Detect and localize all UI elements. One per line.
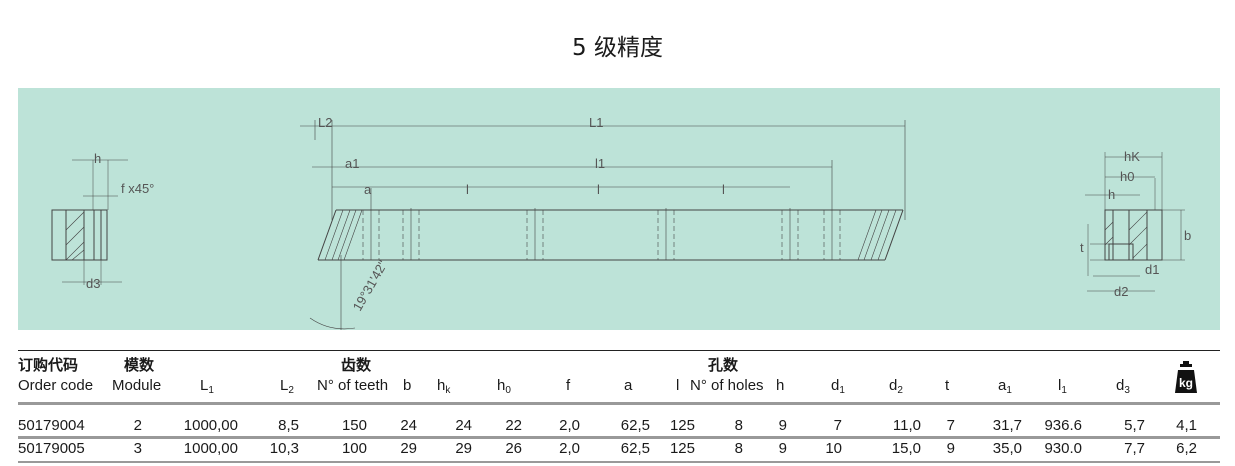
label-d1: d1 [1145, 262, 1159, 277]
label-b: b [1184, 228, 1191, 243]
table-group-header: 订购代码 模数 齿数 孔数 [0, 354, 1235, 374]
label-a1: a1 [345, 156, 359, 171]
column-header: a1 [998, 377, 1012, 396]
label-h0: h0 [1120, 169, 1134, 184]
table-cell: 11,0 [892, 417, 921, 434]
table-cell: 4,1 [1176, 417, 1197, 434]
table-cell: 50179004 [18, 417, 85, 434]
label-h: h [94, 151, 101, 166]
table-top-rule [18, 350, 1220, 351]
column-header: d3 [1116, 377, 1130, 396]
label-hK: hK [1124, 149, 1140, 164]
table-cell: 150 [341, 417, 367, 434]
label-a: a [364, 182, 372, 197]
right-section-view [1085, 152, 1185, 292]
label-d2: d2 [1114, 284, 1128, 299]
label-l: l [597, 182, 600, 197]
column-header: L1 [200, 377, 214, 396]
column-header: hk [437, 377, 451, 396]
label-L2: L2 [318, 115, 332, 130]
header-module-cn: 模数 [124, 356, 155, 374]
table-cell: 7 [833, 417, 842, 434]
table-cell: 125 [669, 417, 695, 434]
label-l1: l1 [595, 156, 605, 171]
table-cell: 7 [946, 417, 955, 434]
table-cell: 1000,00 [183, 417, 238, 434]
table-row: 50179004 2 1000,00 8,5 150 24 24 22 2,0 62,5 125 8 9… [0, 417, 1235, 437]
table-cell: 8,5 [278, 417, 299, 434]
column-header: L2 [280, 377, 294, 396]
table-column-header: Order code Module L1 L2 N° of teeth b hk h0 f a l N… [0, 377, 1235, 397]
row-rule [18, 436, 1220, 439]
table-cell: 29 [400, 440, 417, 457]
svg-text:kg: kg [1179, 376, 1193, 390]
label-t: t [1080, 240, 1084, 255]
main-rack-view [300, 120, 906, 330]
label-h: h [1108, 187, 1115, 202]
table-cell: 1000,00 [183, 440, 238, 457]
column-header: h0 [497, 377, 511, 396]
table-cell: 10,3 [269, 440, 299, 457]
column-header: t [945, 377, 950, 394]
table-cell: 8 [734, 417, 743, 434]
table-cell: 936.6 [1044, 417, 1082, 434]
table-cell: 7,7 [1124, 440, 1145, 457]
table-cell: 5,7 [1124, 417, 1145, 434]
header-teeth-cn: 齿数 [341, 356, 372, 374]
label-l: l [466, 182, 469, 197]
label-helix-angle: 19°31'42" [350, 257, 391, 313]
table-cell: 9 [778, 417, 787, 434]
column-header: N° of holes [690, 377, 764, 394]
column-header: h [776, 377, 785, 394]
column-header: a [624, 377, 633, 394]
table-cell: 26 [505, 440, 522, 457]
table-cell: 62,5 [620, 417, 650, 434]
table-cell: 930.0 [1044, 440, 1082, 457]
table-cell: 2,0 [559, 440, 580, 457]
table-cell: 8 [734, 440, 743, 457]
kg-weight-icon: kg [1174, 361, 1198, 393]
table-cell: 29 [455, 440, 472, 457]
table-cell: 2 [133, 417, 142, 434]
table-cell: 24 [455, 417, 472, 434]
table-cell: 31,7 [992, 417, 1022, 434]
column-header: b [403, 377, 412, 394]
table-cell: 35,0 [992, 440, 1022, 457]
column-header: l [676, 377, 680, 394]
column-header: Order code [18, 377, 94, 394]
header-order-code-cn: 订购代码 [18, 356, 79, 374]
table-cell: 100 [341, 440, 367, 457]
rack-drawing: h f x45° d3 L2 L1 a1 l1 a l l l 19°31'42… [51, 115, 1191, 330]
table-row: 50179005 3 1000,00 10,3 100 29 29 26 2,0 62,5 125 8… [0, 440, 1235, 460]
table-cell: 24 [400, 417, 417, 434]
header-holes-cn: 孔数 [708, 356, 739, 374]
column-header: N° of teeth [317, 377, 389, 394]
table-cell: 9 [778, 440, 787, 457]
table-cell: 22 [505, 417, 522, 434]
table-cell: 6,2 [1176, 440, 1197, 457]
table-cell: 62,5 [620, 440, 650, 457]
label-L1: L1 [589, 115, 603, 130]
left-section-view [51, 159, 128, 285]
table-cell: 9 [946, 440, 955, 457]
table-cell: 3 [133, 440, 142, 457]
header-rule [18, 402, 1220, 405]
column-header: Module [112, 377, 162, 394]
label-f: f x45° [121, 181, 154, 196]
table-cell: 50179005 [18, 440, 85, 457]
label-l: l [722, 182, 725, 197]
technical-drawing: h f x45° d3 L2 L1 a1 l1 a l l l 19°31'42… [18, 88, 1220, 330]
table-cell: 125 [669, 440, 695, 457]
column-header: d2 [889, 377, 903, 396]
column-header: f [566, 377, 571, 394]
table-cell: 2,0 [559, 417, 580, 434]
column-header: d1 [831, 377, 845, 396]
table-cell: 10 [825, 440, 842, 457]
page-title: 5 级精度 [572, 35, 663, 61]
label-d3: d3 [86, 276, 100, 291]
table-cell: 15,0 [891, 440, 921, 457]
column-header: l1 [1058, 377, 1067, 396]
table-bottom-rule [18, 461, 1220, 463]
